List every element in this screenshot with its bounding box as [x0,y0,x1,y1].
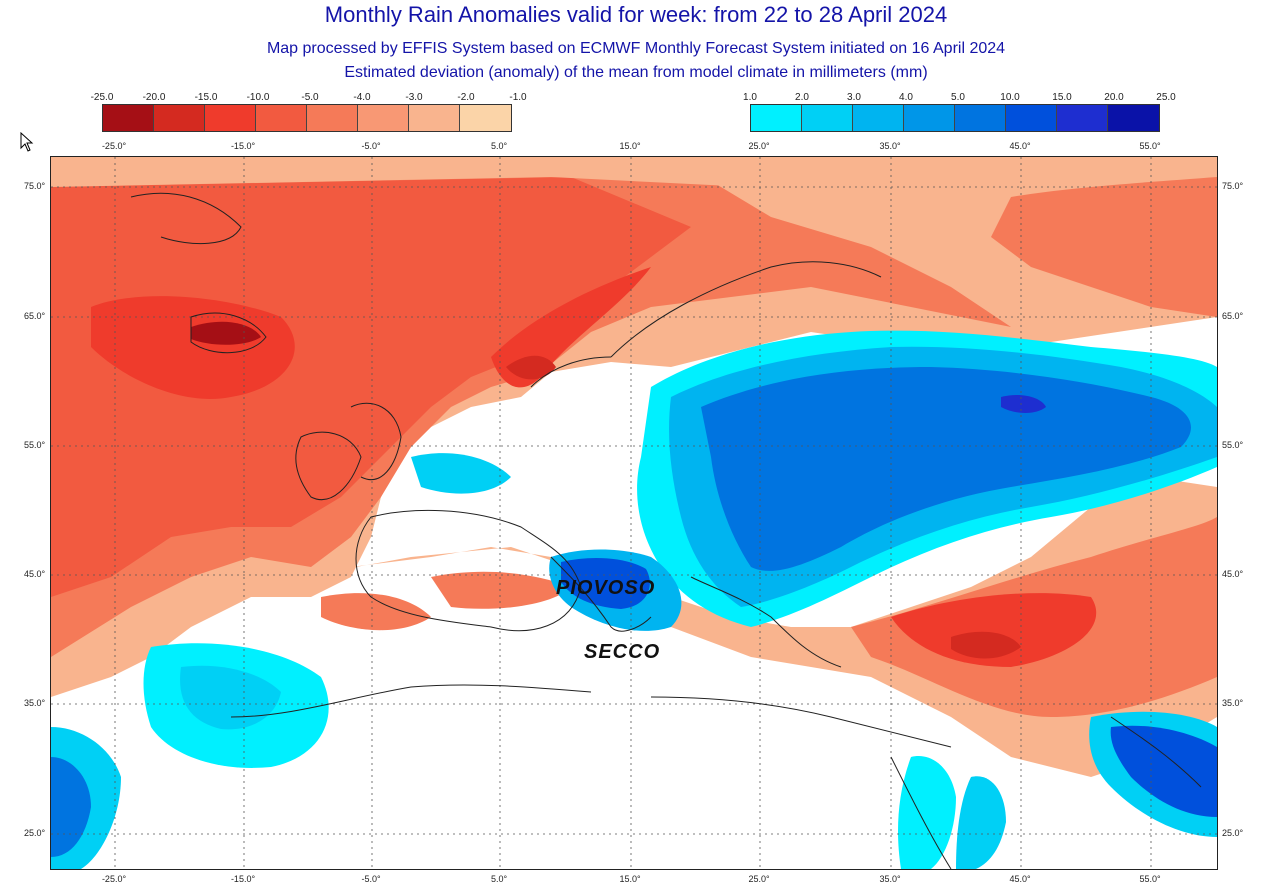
legend-swatch [904,105,955,131]
legend-tick-label: 25.0 [1156,92,1176,103]
longitude-label: 55.0° [1139,874,1161,884]
latitude-label: 55.0° [1222,440,1244,450]
legend-swatch [460,105,511,131]
legend-positive-colorbar [750,104,1160,132]
legend-negative-colorbar [102,104,512,132]
legend-tick-label: 4.0 [899,92,913,103]
legend-swatch [1057,105,1108,131]
annotation-dry: SECCO [584,641,661,663]
legend-tick-label: -3.0 [405,92,423,103]
longitude-label: -25.0° [101,874,127,884]
latitude-label: 45.0° [1222,569,1244,579]
longitude-label: 25.0° [748,141,770,151]
latitude-label: 25.0° [1222,828,1244,838]
coastlines [130,192,1202,869]
legend-swatch [802,105,853,131]
legend-swatch [103,105,154,131]
latitude-label: 75.0° [24,181,46,191]
longitude-label: 25.0° [748,874,770,884]
legend-swatch [358,105,409,131]
longitude-label: 45.0° [1009,874,1031,884]
longitude-label: 55.0° [1139,141,1161,151]
legend-swatch [154,105,205,131]
map-subtitle-units: Estimated deviation (anomaly) of the mea… [344,64,928,81]
anomaly-map: PIOVOSO SECCO [50,156,1218,870]
legend-swatch [1108,105,1159,131]
longitude-label: 35.0° [879,141,901,151]
longitude-label: 15.0° [619,874,641,884]
legend-tick-label: -25.0 [90,92,114,103]
legend-swatch [307,105,358,131]
legend-swatch [955,105,1006,131]
legend-tick-label: 2.0 [795,92,809,103]
map-title: Monthly Rain Anomalies valid for week: f… [324,2,948,27]
latitude-label: 35.0° [24,698,46,708]
wet-anomaly-regions [51,330,1217,869]
legend-swatch [205,105,256,131]
longitude-label: -25.0° [101,141,127,151]
graticule [51,157,1217,869]
dry-anomaly-regions [51,157,1217,777]
legend-swatch [409,105,460,131]
legend-swatch [853,105,904,131]
longitude-label: 5.0° [490,141,508,151]
mouse-pointer-icon [20,132,34,152]
latitude-label: 65.0° [1222,311,1244,321]
longitude-label: 35.0° [879,874,901,884]
longitude-label: -5.0° [361,874,381,884]
legend-tick-label: -20.0 [142,92,166,103]
legend-tick-label: -15.0 [194,92,218,103]
legend-tick-label: 1.0 [743,92,757,103]
latitude-label: 55.0° [24,440,46,450]
annotation-wet: PIOVOSO [556,577,656,599]
longitude-label: 15.0° [619,141,641,151]
longitude-label: -15.0° [230,141,256,151]
latitude-label: 45.0° [24,569,46,579]
legend-swatch [1006,105,1057,131]
legend-tick-label: 10.0 [1000,92,1020,103]
legend-tick-label: -2.0 [457,92,475,103]
longitude-label: 45.0° [1009,141,1031,151]
latitude-label: 35.0° [1222,698,1244,708]
legend-tick-label: -4.0 [353,92,371,103]
legend-tick-label: -10.0 [246,92,270,103]
longitude-label: -15.0° [230,874,256,884]
legend-tick-label: 5.0 [951,92,965,103]
anomaly-field [51,157,1217,869]
legend-tick-label: -1.0 [509,92,527,103]
legend-swatch [256,105,307,131]
latitude-label: 65.0° [24,311,46,321]
latitude-label: 75.0° [1222,181,1244,191]
legend-tick-label: 15.0 [1052,92,1072,103]
latitude-label: 25.0° [24,828,46,838]
legend-tick-label: -5.0 [301,92,319,103]
longitude-label: -5.0° [361,141,381,151]
longitude-label: 5.0° [490,874,508,884]
map-subtitle-source: Map processed by EFFIS System based on E… [266,40,1006,57]
legend-tick-label: 20.0 [1104,92,1124,103]
legend-tick-label: 3.0 [847,92,861,103]
legend-swatch [751,105,802,131]
